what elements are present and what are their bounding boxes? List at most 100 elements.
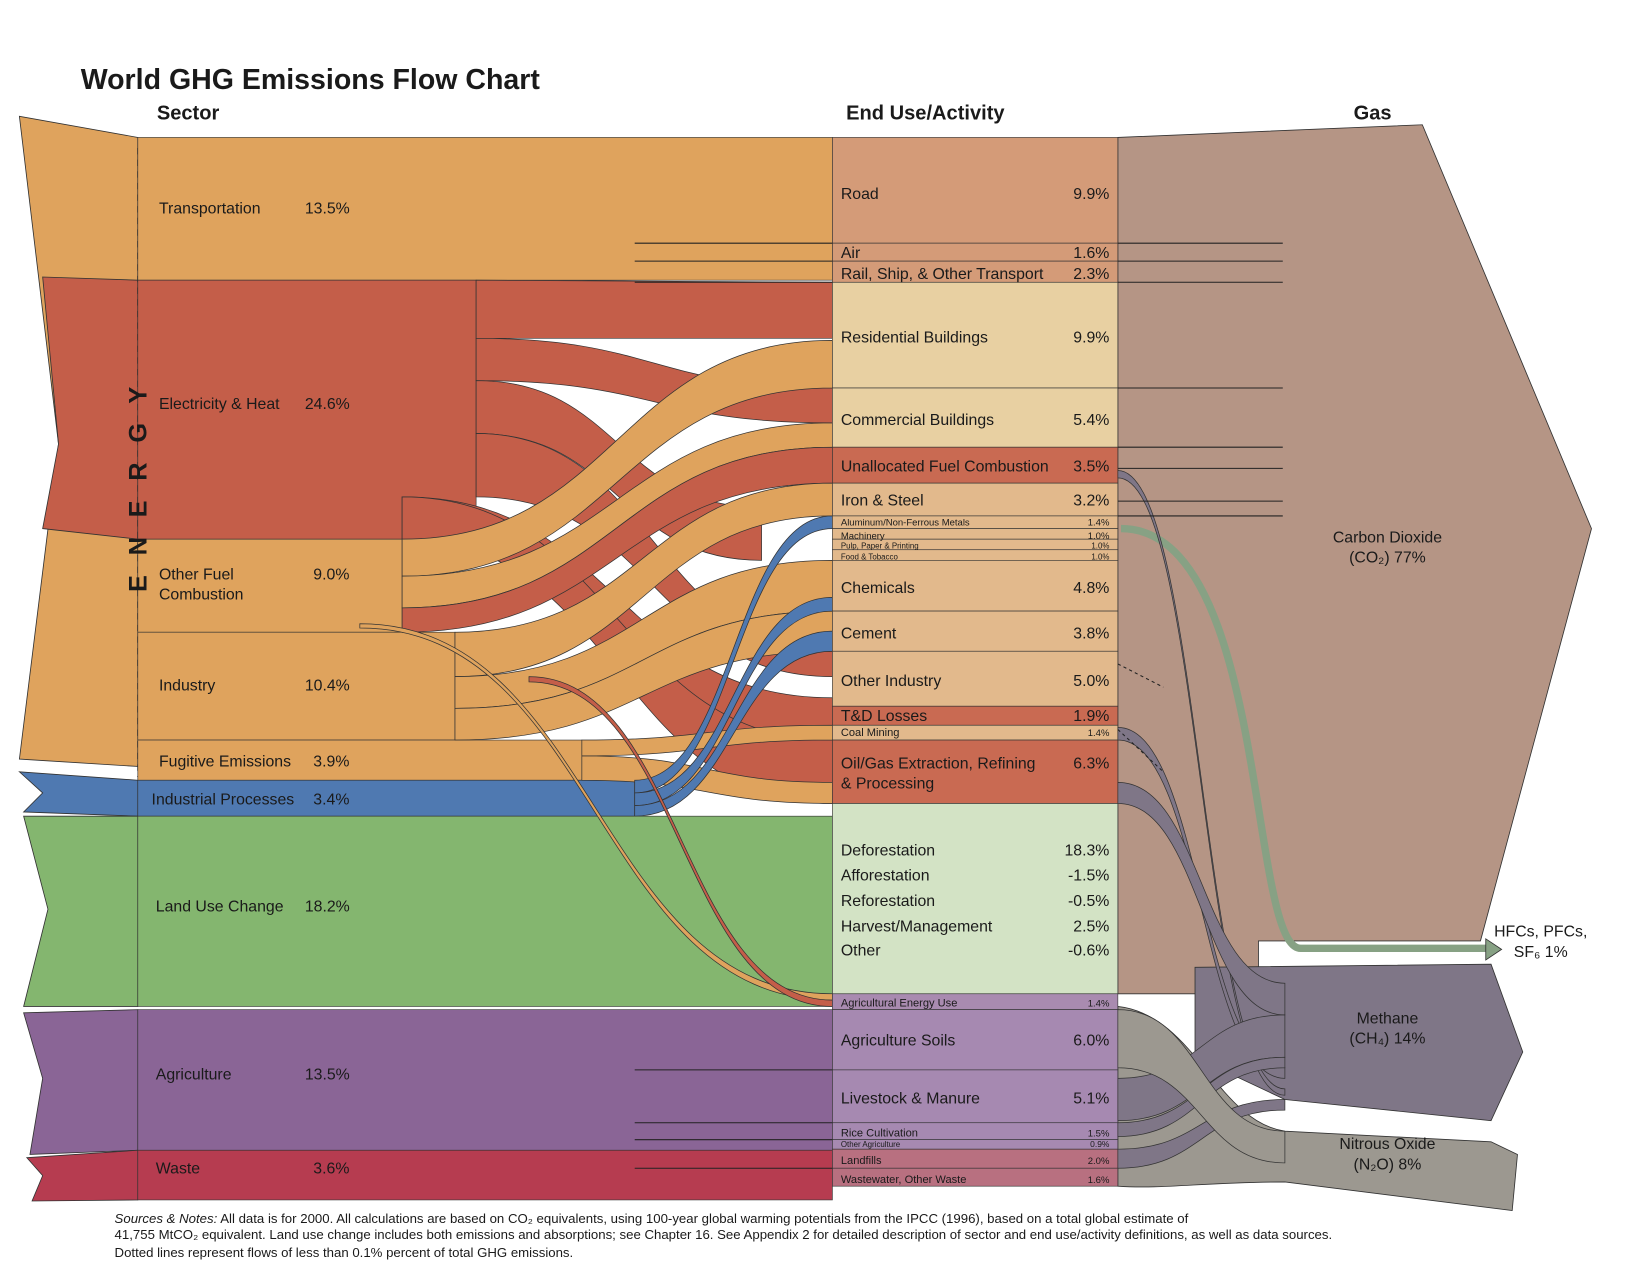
end-use-aluminum-pct: 1.4%	[1088, 517, 1110, 528]
end-use-afforestation: Afforestation	[841, 868, 930, 885]
landfill-to-ch4	[1117, 1099, 1286, 1169]
industrial-processes-band	[18, 771, 139, 817]
sector-agriculture-pct: 13.5%	[305, 1066, 350, 1083]
end-use-harvest: Harvest/Management	[841, 918, 993, 935]
end-use-cell-3	[832, 281, 1119, 389]
end-use-machinery: Machinery	[841, 531, 885, 542]
end-use-cell-12	[832, 610, 1119, 652]
sector-transportation: Transportation	[159, 201, 261, 218]
end-use-livestock-pct: 5.1%	[1073, 1091, 1109, 1108]
gas-n2o-pct: (N₂O) 8%	[1354, 1156, 1422, 1173]
end-use-machinery-pct: 1.0%	[1088, 531, 1110, 542]
end-use-cell-6	[832, 482, 1119, 517]
sector-industry: Industry	[159, 677, 215, 694]
end-use-ag-soils-pct: 6.0%	[1073, 1033, 1109, 1050]
end-use-cell-17	[832, 803, 1119, 995]
end-use-commercial: Commercial Buildings	[841, 412, 994, 429]
end-use-chemicals: Chemicals	[841, 580, 915, 597]
end-use-chemicals-pct: 4.8%	[1073, 580, 1109, 597]
end-use-rail: Rail, Ship, & Other Transport	[841, 266, 1044, 283]
end-use-coal-mining: Coal Mining	[841, 727, 900, 739]
flow-layer	[18, 115, 1592, 1211]
waste-band	[25, 1149, 139, 1202]
end-use-cell-0	[832, 137, 1119, 244]
end-use-wastewater: Wastewater, Other Waste	[841, 1174, 967, 1186]
sector-industrial-processes: Industrial Processes	[152, 792, 295, 809]
end-use-food-tobacco: Food & Tobacco	[841, 552, 899, 561]
elec-to-residential	[475, 279, 833, 339]
gas-ch4: Methane	[1357, 1010, 1419, 1027]
end-use-road-pct: 9.9%	[1073, 186, 1109, 203]
end-use-ag-energy: Agricultural Energy Use	[841, 997, 958, 1009]
end-use-cell-24	[832, 1167, 1119, 1187]
chart-title: World GHG Emissions Flow Chart	[81, 64, 541, 96]
end-use-deforestation: Deforestation	[841, 842, 935, 859]
end-use-other-agriculture-pct: 0.9%	[1090, 1139, 1110, 1149]
sector-other-fuel: Other Fuel	[159, 566, 234, 583]
hfc-flow	[1121, 524, 1486, 953]
electricity-band	[42, 276, 139, 540]
end-use-other-industry-pct: 5.0%	[1073, 673, 1109, 690]
gas-hfc-pct: SF₆ 1%	[1514, 944, 1568, 961]
end-use-reforestation-pct: -0.5%	[1068, 893, 1109, 910]
end-use-cement-pct: 3.8%	[1073, 626, 1109, 643]
sector-other-fuel-pct: 9.0%	[313, 566, 349, 583]
agriculture-flow	[137, 1009, 833, 1151]
end-use-td-losses: T&D Losses	[841, 708, 927, 725]
end-use-unallocated-pct: 3.5%	[1073, 459, 1109, 476]
sector-labels: Transportation 13.5% Electricity & Heat …	[152, 201, 350, 1178]
gas-ch4-pct: (CH₄) 14%	[1349, 1030, 1425, 1047]
end-use-landfills: Landfills	[841, 1155, 882, 1167]
end-use-residential: Residential Buildings	[841, 330, 988, 347]
end-use-iron-steel-pct: 3.2%	[1073, 492, 1109, 509]
sector-land-use-pct: 18.2%	[305, 898, 350, 915]
gas-n2o: Nitrous Oxide	[1339, 1136, 1435, 1153]
end-use-cell-19	[832, 1009, 1119, 1071]
end-use-cement: Cement	[841, 626, 897, 643]
fugitive-flow	[137, 739, 583, 781]
unallocated-to-ch4	[1117, 470, 1286, 1096]
sector-industrial-processes-pct: 3.4%	[313, 792, 349, 809]
end-use-deforestation-pct: 18.3%	[1064, 842, 1109, 859]
notes-line-2: 41,755 MtCO₂ equivalent. Land use change…	[115, 1227, 1333, 1242]
soils-to-n2o	[1117, 1009, 1286, 1164]
sector-transportation-pct: 13.5%	[305, 201, 350, 218]
end-use-cell-13	[832, 650, 1119, 707]
end-use-landfills-pct: 2.0%	[1088, 1156, 1110, 1167]
end-use-commercial-pct: 5.4%	[1073, 412, 1109, 429]
sector-waste: Waste	[156, 1161, 201, 1178]
end-use-ag-energy-pct: 1.4%	[1088, 998, 1110, 1009]
end-use-oil-gas-pct: 6.3%	[1073, 756, 1109, 773]
end-use-cell-4	[832, 387, 1119, 448]
industry-flow	[137, 631, 456, 741]
end-use-food-tobacco-pct: 1.0%	[1091, 552, 1109, 561]
n2o-arrow	[1117, 1005, 1518, 1211]
end-use-iron-steel: Iron & Steel	[841, 492, 924, 509]
end-use-aluminum: Aluminum/Non-Ferrous Metals	[841, 517, 970, 528]
end-use-reforestation: Reforestation	[841, 893, 935, 910]
other-fuel-flow	[137, 538, 403, 633]
sector-fugitive: Fugitive Emissions	[159, 753, 291, 770]
end-use-harvest-pct: 2.5%	[1073, 918, 1109, 935]
end-use-rice: Rice Cultivation	[841, 1128, 918, 1140]
end-use-other-industry: Other Industry	[841, 673, 941, 690]
notes-text-1: All data is for 2000. All calculations a…	[217, 1211, 1188, 1226]
gas-labels: Carbon Dioxide (CO₂) 77% HFCs, PFCs, SF₆…	[1333, 529, 1588, 1173]
end-use-air: Air	[841, 245, 861, 262]
sector-land-use: Land Use Change	[156, 898, 284, 915]
sector-electricity: Electricity & Heat	[159, 396, 280, 413]
electricity-flow	[137, 279, 477, 540]
gas-co2-pct: (CO₂) 77%	[1349, 549, 1426, 566]
end-use-wastewater-pct: 1.6%	[1088, 1175, 1110, 1186]
end-use-livestock: Livestock & Manure	[841, 1091, 980, 1108]
sector-electricity-pct: 24.6%	[305, 396, 350, 413]
end-use-other-land: Other	[841, 943, 881, 960]
co2-arrow	[1117, 124, 1592, 995]
end-use-ag-soils: Agriculture Soils	[841, 1033, 956, 1050]
sector-fugitive-pct: 3.9%	[313, 753, 349, 770]
gas-co2: Carbon Dioxide	[1333, 529, 1442, 546]
end-use-pulp-paper-pct: 1.0%	[1091, 542, 1109, 551]
end-use-rail-pct: 2.3%	[1073, 266, 1109, 283]
header-sector: Sector	[157, 102, 220, 124]
end-use-cell-11	[832, 560, 1119, 612]
